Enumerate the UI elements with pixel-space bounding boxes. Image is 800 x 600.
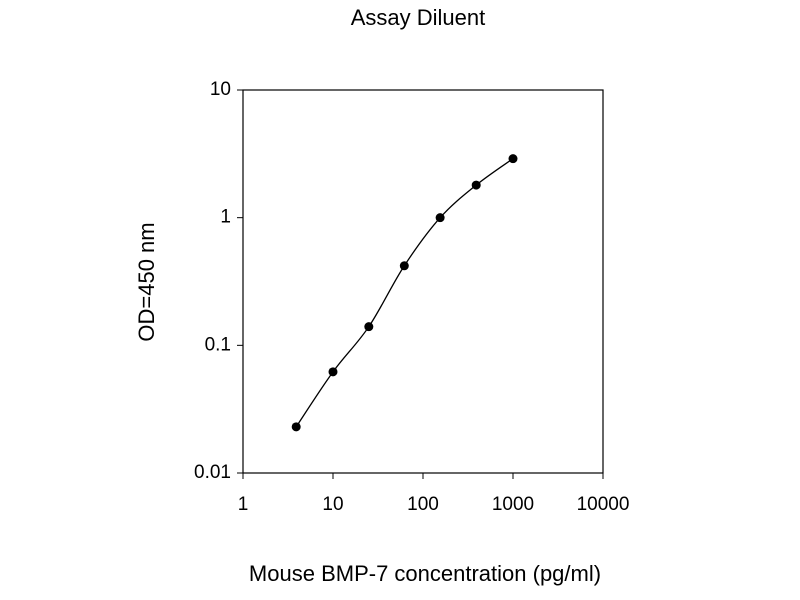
y-tick-label: 0.01 xyxy=(194,462,231,483)
data-point xyxy=(364,322,374,332)
data-point xyxy=(471,180,481,190)
x-axis-label: Mouse BMP-7 concentration (pg/ml) xyxy=(249,561,601,586)
x-tick-label: 1000 xyxy=(492,494,534,515)
data-point xyxy=(291,422,301,432)
y-tick-label: 1 xyxy=(220,207,231,228)
data-point xyxy=(328,367,338,377)
x-tick-label: 10 xyxy=(322,494,343,515)
x-tick-label: 1 xyxy=(238,494,249,515)
y-tick-label: 0.1 xyxy=(205,334,231,355)
data-point xyxy=(399,261,409,271)
y-axis-label: OD=450 nm xyxy=(134,222,159,341)
y-tick-label: 10 xyxy=(210,79,231,100)
chart-title: Assay Diluent xyxy=(351,5,486,30)
x-tick-label: 10000 xyxy=(577,494,630,515)
x-tick-label: 100 xyxy=(407,494,439,515)
data-point xyxy=(508,154,518,164)
data-point xyxy=(435,213,445,223)
